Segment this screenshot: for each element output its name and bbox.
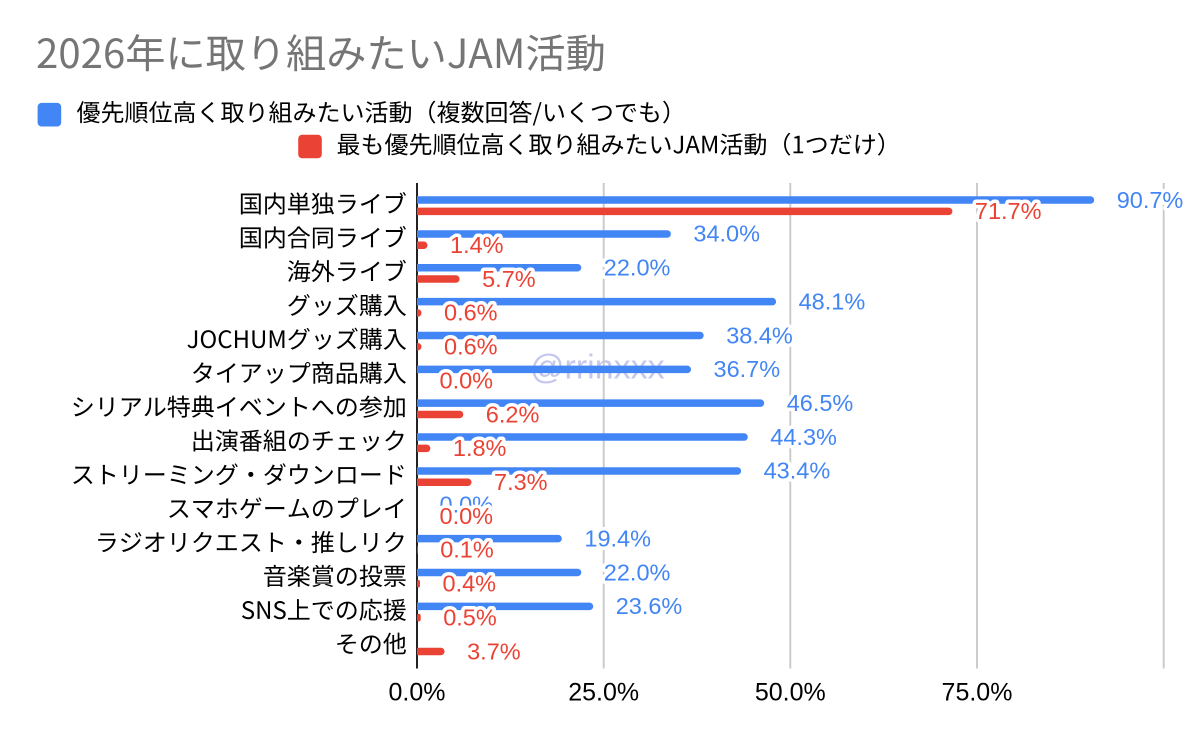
svg-text:0.0%: 0.0% [389,679,446,707]
svg-text:50.0%: 50.0% [755,679,826,707]
svg-text:5.7%: 5.7% [482,266,536,292]
svg-text:1.8%: 1.8% [453,435,507,461]
svg-text:0.6%: 0.6% [444,334,498,360]
svg-text:71.7%: 71.7% [975,198,1042,224]
svg-text:34.0%: 34.0% [693,221,760,247]
svg-text:90.7%: 90.7% [1117,187,1184,213]
svg-text:0.0%: 0.0% [440,367,494,393]
svg-text:0.0%: 0.0% [440,503,494,529]
svg-text:75.0%: 75.0% [942,679,1013,707]
svg-text:46.5%: 46.5% [787,390,854,416]
svg-text:38.4%: 38.4% [726,322,793,348]
svg-text:22.0%: 22.0% [604,255,671,281]
svg-text:0.4%: 0.4% [443,571,497,597]
svg-text:23.6%: 23.6% [616,593,683,619]
svg-text:1.4%: 1.4% [450,232,504,258]
svg-text:48.1%: 48.1% [799,288,866,314]
svg-text:19.4%: 19.4% [584,525,651,551]
svg-text:0.1%: 0.1% [440,537,494,563]
svg-text:25.0%: 25.0% [568,679,639,707]
svg-text:6.2%: 6.2% [486,401,540,427]
svg-text:44.3%: 44.3% [770,424,837,450]
svg-text:0.5%: 0.5% [443,604,497,630]
svg-text:43.4%: 43.4% [764,458,831,484]
svg-text:36.7%: 36.7% [714,356,781,382]
svg-text:7.3%: 7.3% [494,469,548,495]
svg-text:22.0%: 22.0% [604,559,671,585]
svg-text:3.7%: 3.7% [467,638,521,664]
svg-text:0.0%: 0.0% [440,492,494,518]
svg-text:0.6%: 0.6% [444,300,498,326]
